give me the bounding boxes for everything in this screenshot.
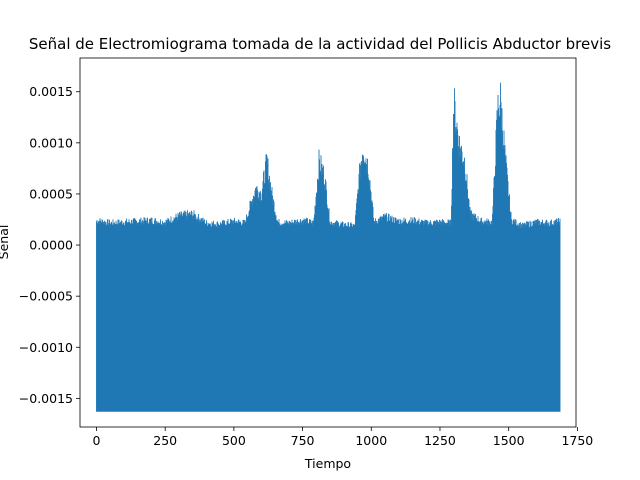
x-tick-label: 1500 <box>493 433 525 448</box>
chart-title: Señal de Electromiograma tomada de la ac… <box>29 35 611 53</box>
x-tick-label: 750 <box>291 433 315 448</box>
x-tick-label: 500 <box>222 433 246 448</box>
x-axis: 0 250 500 750 1000 1250 1500 1750 <box>93 427 593 448</box>
x-tick-label: 1250 <box>424 433 456 448</box>
x-tick-label: 1000 <box>355 433 387 448</box>
y-tick-label: −0.0010 <box>19 340 73 355</box>
x-tick-label: 1750 <box>561 433 593 448</box>
y-axis-label: Señal <box>0 225 11 260</box>
y-axis: −0.0015 −0.0010 −0.0005 0.0000 0.0005 0.0010 0… <box>19 84 80 406</box>
y-tick-label: 0.0005 <box>29 186 73 201</box>
plot-frame <box>79 57 577 428</box>
x-tick-label: 250 <box>153 433 177 448</box>
plot-area <box>79 57 577 428</box>
x-axis-label: Tiempo <box>304 456 351 471</box>
y-tick-label: 0.0015 <box>29 84 73 99</box>
y-tick-label: 0.0000 <box>29 238 73 253</box>
y-tick-label: −0.0015 <box>19 391 73 406</box>
x-tick-label: 0 <box>93 433 101 448</box>
y-tick-label: −0.0005 <box>19 289 73 304</box>
emg-signal-series <box>96 82 561 412</box>
y-tick-label: 0.0010 <box>29 135 73 150</box>
series-layer <box>96 82 561 412</box>
